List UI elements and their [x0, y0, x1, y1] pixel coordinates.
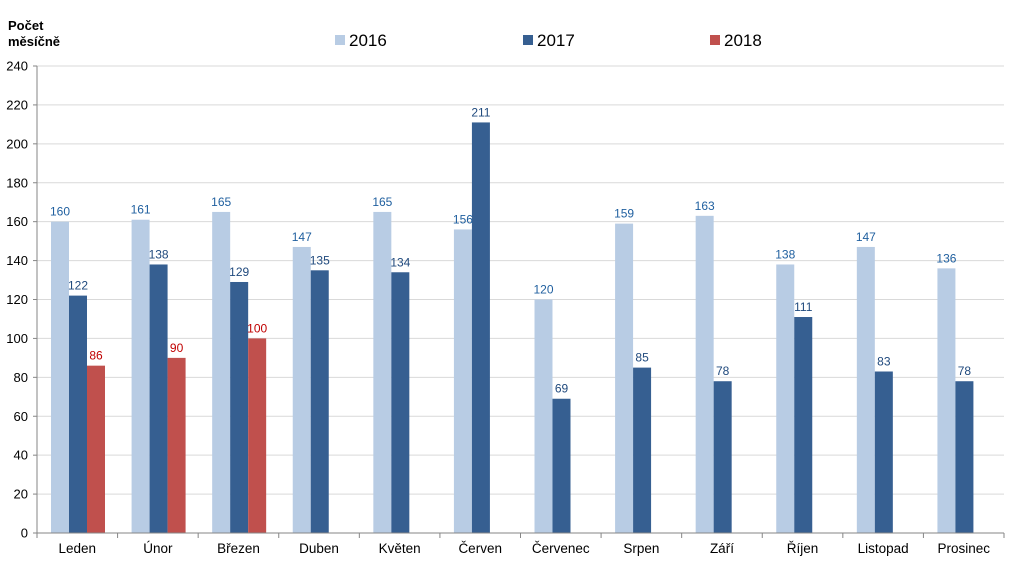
x-category-label: Leden: [59, 541, 97, 556]
legend-swatch-2018: [710, 35, 720, 45]
y-tick-label: 220: [6, 97, 28, 112]
bar-2016-Srpen: [615, 223, 634, 534]
legend-swatch-2017: [523, 35, 533, 45]
bar-2018-Březen: [248, 338, 267, 533]
bar-2017-Únor: [149, 264, 168, 533]
data-label-2017-Únor: 138: [149, 247, 169, 261]
y-tick-label: 160: [6, 214, 28, 229]
legend: 2016 2017 2018: [335, 31, 762, 50]
x-category-label: Květen: [379, 541, 421, 556]
data-label-2017-Listopad: 83: [877, 354, 891, 368]
y-tick-label: 40: [14, 448, 28, 463]
x-category-label: Srpen: [623, 541, 659, 556]
y-axis-title-line: Počet: [8, 18, 44, 33]
data-label-2017-Červen: 211: [471, 105, 490, 119]
x-category-label: Březen: [217, 541, 260, 556]
legend-label-2016: 2016: [349, 31, 387, 50]
x-axis-labels: Leden Únor Březen Duben Květen Červen Červenec…: [59, 541, 991, 556]
y-tick-label: 200: [6, 136, 28, 151]
y-tick-label: 140: [6, 253, 28, 268]
data-label-2017-Září: 78: [716, 364, 730, 378]
x-category-label: Duben: [299, 541, 339, 556]
data-label-2017-Leden: 122: [68, 279, 88, 293]
y-tick-label: 120: [6, 292, 28, 307]
x-category-label: Červen: [458, 541, 502, 556]
y-tick-label: 180: [6, 175, 28, 190]
bar-2016-Červenec: [534, 299, 553, 533]
data-label-2016-Květen: 165: [372, 195, 392, 209]
bar-2017-Leden: [69, 295, 87, 533]
bar-2016-Únor: [131, 219, 150, 534]
bar-2017-Září: [713, 381, 732, 533]
bar-2016-Září: [695, 215, 714, 533]
gridlines: [37, 65, 1004, 495]
axes: [36, 66, 1005, 538]
bars: [51, 122, 974, 534]
data-label-2016-Únor: 161: [131, 203, 151, 217]
y-axis-ticks: 0 20 40 60 80 100 120 140 160 180 200 220 240: [6, 59, 37, 541]
data-label-2016-Červenec: 120: [533, 283, 553, 297]
x-category-label: Prosinec: [937, 541, 990, 556]
bar-2018-Únor: [167, 357, 186, 533]
data-label-2016-Prosinec: 136: [936, 251, 956, 265]
y-axis-title-line: měsíčně: [8, 34, 60, 49]
x-category-label: Únor: [143, 541, 173, 556]
data-label-2016-Srpen: 159: [614, 207, 634, 221]
data-labels: 160 122 86 161 138 90 165 129 100 147 135 165 134 156…: [50, 105, 971, 395]
y-tick-label: 240: [6, 59, 28, 74]
data-label-2016-Září: 163: [695, 199, 715, 213]
data-label-2017-Březen: 129: [229, 265, 249, 279]
x-category-label: Listopad: [858, 541, 909, 556]
bar-2017-Říjen: [794, 317, 813, 533]
data-label-2016-Říjen: 138: [775, 247, 795, 261]
bar-2018-Leden: [87, 365, 105, 533]
legend-swatch-2016: [335, 35, 345, 45]
data-label-2018-Únor: 90: [170, 341, 184, 355]
bar-2017-Srpen: [633, 367, 652, 533]
bar-2017-Červen: [471, 122, 490, 533]
data-label-2016-Březen: 165: [211, 195, 231, 209]
data-label-2016-Listopad: 147: [856, 230, 876, 244]
bar-2017-Duben: [310, 270, 329, 533]
data-label-2017-Říjen: 111: [794, 300, 813, 314]
bar-2016-Květen: [373, 211, 392, 533]
bar-2016-Říjen: [776, 264, 795, 533]
data-label-2018-Březen: 100: [247, 321, 267, 335]
x-category-label: Říjen: [787, 541, 819, 556]
data-label-2016-Duben: 147: [292, 230, 312, 244]
bar-2017-Březen: [230, 281, 249, 533]
bar-2017-Červenec: [552, 398, 571, 533]
bar-2016-Duben: [292, 246, 311, 533]
bar-2016-Březen: [212, 211, 231, 533]
bar-2017-Květen: [391, 272, 410, 533]
data-label-2017-Květen: 134: [390, 255, 410, 269]
bar-2016-Prosinec: [937, 268, 956, 533]
legend-label-2018: 2018: [724, 31, 762, 50]
x-category-label: Září: [710, 541, 734, 556]
data-label-2016-Červen: 156: [453, 212, 473, 226]
data-label-2016-Leden: 160: [50, 205, 70, 219]
x-category-label: Červenec: [532, 541, 590, 556]
y-tick-label: 0: [21, 526, 28, 541]
y-tick-label: 20: [14, 487, 28, 502]
y-tick-label: 80: [14, 370, 28, 385]
legend-label-2017: 2017: [537, 31, 575, 50]
bar-2017-Prosinec: [955, 381, 974, 533]
bar-2016-Listopad: [856, 246, 875, 533]
data-label-2017-Srpen: 85: [635, 351, 649, 365]
y-tick-label: 100: [6, 331, 28, 346]
y-tick-label: 60: [14, 409, 28, 424]
bar-2017-Listopad: [874, 371, 893, 533]
bar-2016-Červen: [453, 229, 472, 533]
data-label-2017-Červenec: 69: [555, 382, 569, 396]
bar-2016-Leden: [51, 221, 69, 533]
data-label-2018-Leden: 86: [89, 349, 103, 363]
data-label-2017-Prosinec: 78: [958, 364, 972, 378]
data-label-2017-Duben: 135: [310, 253, 330, 267]
